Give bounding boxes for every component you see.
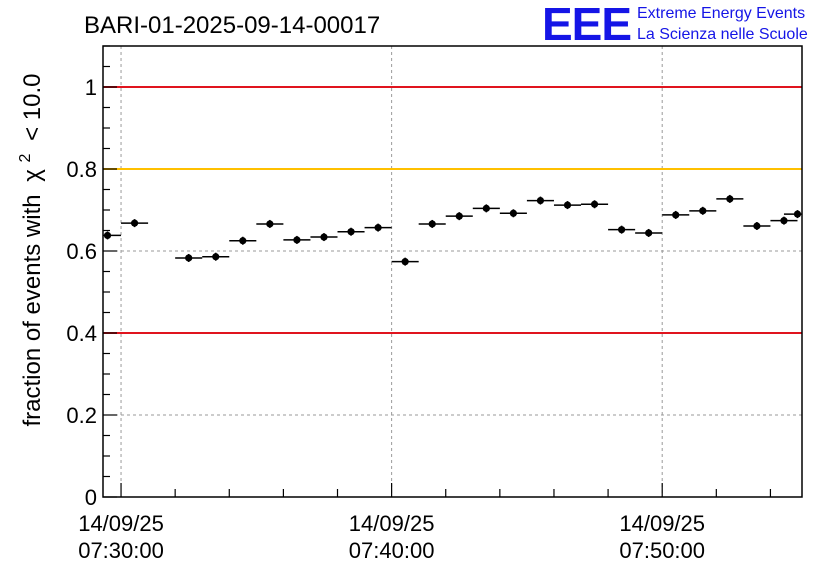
y-tick-label: 0 [85,485,97,510]
y-tick-label: 0.4 [66,321,97,346]
x-tick-label-time: 07:50:00 [619,538,705,563]
data-point [337,227,365,236]
data-point [783,210,802,219]
data-point [581,200,609,209]
data-point [662,210,690,219]
x-tick-label-date: 14/09/25 [349,511,435,536]
data-point [608,225,636,234]
data-point [175,253,203,262]
point-marker [266,220,274,228]
data-point [472,204,500,213]
grid [103,46,802,497]
data-point [391,257,419,266]
data-point [526,196,554,205]
data-point [635,228,663,237]
point-marker [726,195,734,203]
data-point [689,206,717,215]
logo-mark: EEE [542,0,631,50]
x-tick-label-time: 07:40:00 [349,538,435,563]
point-marker [509,209,517,217]
point-marker [320,233,328,241]
data-point [364,223,392,232]
point-marker [455,212,463,220]
y-axis-label-prefix: fraction of events with [19,194,46,426]
point-marker [374,224,382,232]
point-marker [239,237,247,245]
point-marker [563,201,572,209]
eee-logo: EEE Extreme Energy Events La Scienza nel… [542,0,808,50]
x-tick-label-date: 14/09/25 [619,511,705,536]
x-tick-label-time: 07:30:00 [78,538,164,563]
point-marker [780,217,788,225]
y-axis-label: fraction of events with χ 2 < 10.0 [9,73,46,426]
data-points [103,194,802,266]
data-point [716,194,744,203]
point-marker [482,204,490,212]
data-point [283,235,311,244]
data-point [310,233,338,242]
data-point [418,219,446,228]
y-axis-label-exponent: 2 [17,153,34,162]
point-marker [130,219,139,227]
point-marker [185,254,193,262]
point-marker [645,229,653,237]
axes: 00.20.40.60.8114/09/2507:30:0014/09/2507… [66,45,803,563]
data-point [229,236,257,245]
point-marker [590,200,599,208]
point-marker [793,210,802,218]
y-axis-label-chi: χ [19,169,46,182]
data-point [743,221,771,230]
data-point [256,219,284,228]
point-marker [103,231,112,240]
x-tick-label-date: 14/09/25 [78,511,164,536]
logo-line-1: Extreme Energy Events [637,5,805,22]
point-marker [699,207,707,215]
point-marker [672,211,680,219]
data-point [553,201,582,210]
point-marker [753,222,761,230]
data-point [121,219,149,228]
point-marker [293,236,301,244]
chart-title: BARI-01-2025-09-14-00017 [84,12,380,39]
y-tick-label: 1 [85,75,97,100]
reference-lines [103,86,802,334]
point-marker [401,258,409,266]
data-point [445,212,473,221]
y-tick-label: 0.8 [66,157,97,182]
point-marker [347,228,355,236]
point-marker [618,226,626,234]
logo-line-2: La Scienza nelle Scuole [637,26,808,43]
y-axis-label-suffix: < 10.0 [19,73,46,140]
point-marker [212,253,220,261]
data-point [103,231,122,240]
data-point [499,209,527,218]
point-marker [428,220,436,228]
data-point [770,216,798,225]
point-marker [536,196,545,205]
y-tick-label: 0.2 [66,403,97,428]
plot-frame [102,45,803,498]
y-tick-label: 0.6 [66,239,97,264]
data-point [202,252,230,261]
